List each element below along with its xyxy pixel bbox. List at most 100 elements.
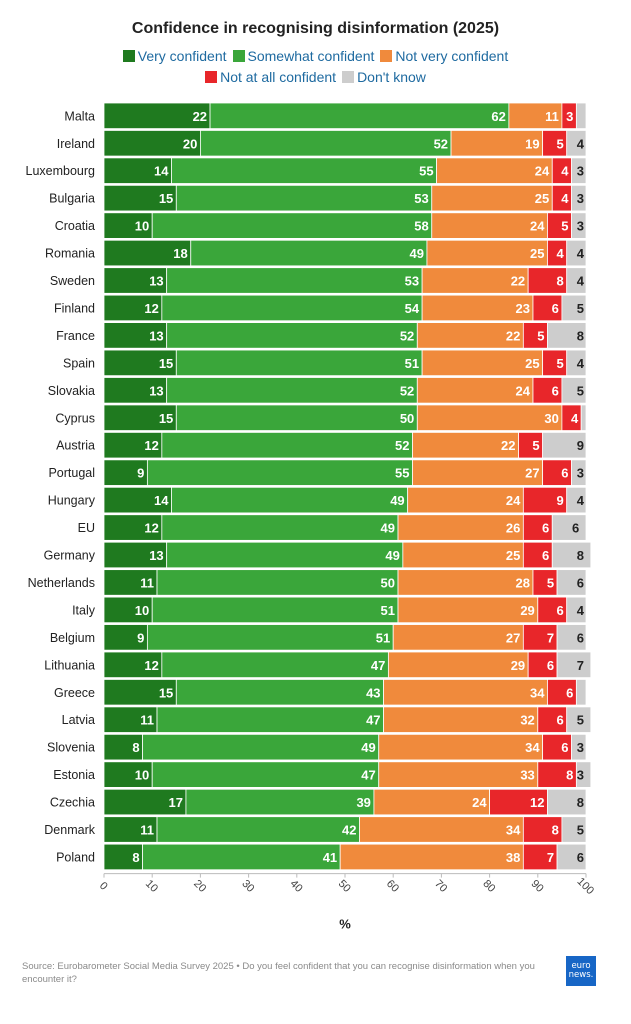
bar-segment-not-very-confident [402,541,524,569]
data-label-somewhat-confident: 49 [390,493,404,508]
bar-segment-not-very-confident [383,679,548,706]
data-label-not-very-confident: 34 [525,740,540,755]
bar-row-finland: Finland 12 54 23 6 5 [54,294,587,322]
bar-segment-don-t-know [547,322,587,349]
bar-segment-somewhat-confident [146,624,394,651]
bar-segment-not-at-all-confident [522,541,553,569]
category-label: Bulgaria [49,192,95,206]
x-axis-label: % [339,917,351,932]
bar-segment-not-at-all-confident [522,514,553,541]
data-label-not-very-confident: 25 [506,548,520,563]
category-label: Malta [64,109,95,123]
bar-segment-not-at-all-confident [489,788,548,816]
data-label-very-confident: 20 [183,136,197,151]
category-label: Czechia [50,796,95,810]
bar-segment-not-very-confident [378,761,539,788]
data-label-very-confident: 11 [140,575,154,590]
bar-segment-not-at-all-confident [522,486,568,514]
category-label: Luxembourg [26,164,96,178]
category-label: Netherlands [28,576,95,590]
legend-not-very-confident: Not very confident [380,48,508,64]
legend-row-1: Very confident Somewhat confident Not very… [0,48,631,64]
data-label-not-very-confident: 19 [525,136,539,151]
category-label: Slovakia [48,384,95,398]
bar-segment-somewhat-confident [199,130,452,157]
data-label-not-at-all-confident: 5 [547,575,554,590]
category-label: Germany [44,549,96,563]
data-label-very-confident: 12 [144,438,158,453]
category-label: Croatia [55,219,95,233]
data-label-don-t-know: 3 [577,466,584,481]
data-label-don-t-know: 7 [577,658,584,673]
x-tick-label: 60 [384,878,401,895]
category-label: Portugal [48,466,95,480]
data-label-don-t-know: 5 [577,713,584,728]
data-label-not-very-confident: 38 [506,850,520,865]
data-label-very-confident: 9 [137,630,144,645]
bar-segment-somewhat-confident [171,157,437,184]
data-label-not-very-confident: 23 [516,301,530,316]
data-label-somewhat-confident: 51 [381,603,395,618]
bar-segment-not-at-all-confident [532,294,563,322]
data-label-somewhat-confident: 51 [376,630,390,645]
bar-segment-very-confident [103,651,163,679]
data-label-don-t-know: 3 [577,740,584,755]
data-label-somewhat-confident: 49 [381,521,395,536]
bar-segment-somewhat-confident [161,651,389,679]
bar-row-germany: Germany 13 49 25 6 8 [44,541,592,569]
bar-row-malta: Malta 22 62 11 3 [64,102,587,130]
data-label-don-t-know: 3 [577,164,584,179]
bar-segment-very-confident [103,377,168,404]
bar-segment-not-at-all-confident [542,459,572,486]
data-label-not-at-all-confident: 6 [552,383,559,398]
data-label-very-confident: 11 [140,713,154,728]
bar-row-lithuania: Lithuania 12 47 29 6 7 [44,651,592,679]
data-label-not-very-confident: 27 [525,466,539,481]
bar-segment-not-very-confident [416,404,563,431]
data-label-very-confident: 8 [132,850,139,865]
data-label-not-very-confident: 24 [535,164,550,179]
bar-row-portugal: Portugal 9 55 27 6 3 [48,459,587,486]
data-label-don-t-know: 4 [577,136,585,151]
bar-segment-somewhat-confident [175,404,418,431]
legend-label-not-at-all-confident: Not at all confident [220,69,337,85]
data-label-don-t-know: 5 [577,383,584,398]
bar-segment-don-t-know [566,706,592,733]
bar-segment-not-very-confident [431,212,548,239]
x-tick-label: 30 [239,878,256,895]
bar-segment-very-confident [103,679,177,706]
bar-segment-not-at-all-confident [522,624,558,651]
bar-segment-not-very-confident [397,569,534,596]
data-label-not-very-confident: 24 [506,493,521,508]
data-label-somewhat-confident: 49 [409,246,423,261]
data-label-very-confident: 22 [193,109,207,124]
bar-row-czechia: Czechia 17 39 24 12 8 [50,788,587,816]
data-label-somewhat-confident: 47 [366,713,380,728]
data-label-not-at-all-confident: 8 [552,823,559,838]
bar-segment-somewhat-confident [166,267,423,294]
bar-row-france: France 13 52 22 5 8 [56,322,587,349]
bar-row-ireland: Ireland 20 52 19 5 4 [57,130,587,157]
data-label-don-t-know: 6 [577,850,584,865]
bar-row-slovakia: Slovakia 13 52 24 6 5 [48,377,587,404]
bar-segment-not-at-all-confident [542,733,572,761]
bar-segment-not-very-confident [392,624,524,651]
category-label: Belgium [50,631,95,645]
data-label-very-confident: 12 [144,521,158,536]
bar-segment-somewhat-confident [156,706,384,733]
data-label-not-at-all-confident: 7 [547,630,554,645]
category-label: France [56,329,95,343]
bar-segment-somewhat-confident [209,102,510,130]
bar-segment-don-t-know [575,679,587,706]
bar-row-estonia: Estonia 10 47 33 8 3 [53,761,592,788]
data-label-very-confident: 18 [173,246,187,261]
bar-segment-not-very-confident [373,788,491,816]
category-label: Greece [54,686,95,700]
data-label-very-confident: 12 [144,658,158,673]
data-label-very-confident: 9 [137,466,144,481]
data-label-somewhat-confident: 39 [356,795,370,810]
x-tick-label: 80 [480,878,497,895]
data-label-not-very-confident: 28 [516,575,530,590]
bar-segment-not-very-confident [387,651,529,679]
